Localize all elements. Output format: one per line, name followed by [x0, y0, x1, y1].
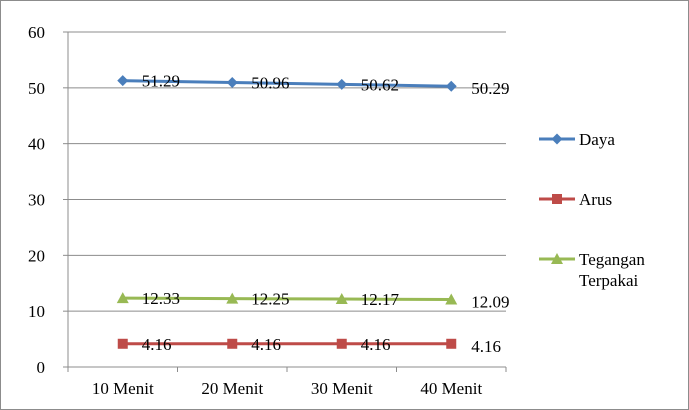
- y-tick-label: 40: [28, 135, 45, 154]
- y-tick-label: 50: [28, 79, 45, 98]
- series-line-diamond: [122, 79, 452, 88]
- data-label-diamond: 50.96: [251, 73, 289, 92]
- series-marker-diamond: [445, 80, 457, 92]
- data-label-diamond: 50.29: [471, 79, 509, 98]
- series-marker-triangle: [116, 292, 129, 304]
- data-label-square: 4.16: [361, 335, 391, 354]
- y-tick-label: 20: [28, 246, 45, 265]
- legend-label-diamond: Daya: [579, 130, 615, 149]
- data-label-triangle: 12.17: [361, 290, 400, 309]
- data-label-triangle: 12.33: [142, 289, 180, 308]
- series-marker-square: [336, 338, 347, 349]
- y-tick-label: 30: [28, 191, 45, 210]
- legend-marker-diamond: [551, 133, 563, 145]
- x-tick-label: 30 Menit: [311, 379, 373, 398]
- x-tick-label: 40 Menit: [420, 379, 482, 398]
- legend-marker-square: [552, 194, 562, 204]
- legend-marker-triangle: [551, 253, 563, 264]
- x-tick-label: 20 Menit: [201, 379, 263, 398]
- data-label-triangle: 12.25: [251, 290, 289, 309]
- y-tick-label: 60: [28, 23, 45, 42]
- data-label-square: 4.16: [251, 335, 281, 354]
- data-label-diamond: 51.29: [142, 72, 180, 91]
- series-marker-triangle: [445, 293, 458, 305]
- legend-label-square: Arus: [579, 190, 612, 209]
- series-marker-square: [227, 338, 238, 349]
- series-line-triangle: [122, 296, 452, 301]
- y-tick-label: 10: [28, 302, 45, 321]
- legend-label-triangle: Terpakai: [579, 271, 638, 290]
- data-label-square: 4.16: [142, 335, 172, 354]
- series-marker-triangle: [226, 292, 239, 304]
- data-label-triangle: 12.09: [471, 292, 509, 311]
- series-marker-diamond: [226, 76, 238, 88]
- series-marker-triangle: [335, 293, 348, 305]
- data-label-diamond: 50.62: [361, 75, 399, 94]
- series-marker-square: [446, 338, 457, 349]
- data-label-square: 4.16: [471, 337, 501, 356]
- series-marker-diamond: [336, 78, 348, 90]
- series-marker-diamond: [117, 75, 129, 87]
- y-tick-label: 0: [37, 358, 46, 377]
- series-marker-square: [117, 338, 128, 349]
- legend-label-triangle: Tegangan: [579, 250, 645, 269]
- x-tick-label: 10 Menit: [92, 379, 154, 398]
